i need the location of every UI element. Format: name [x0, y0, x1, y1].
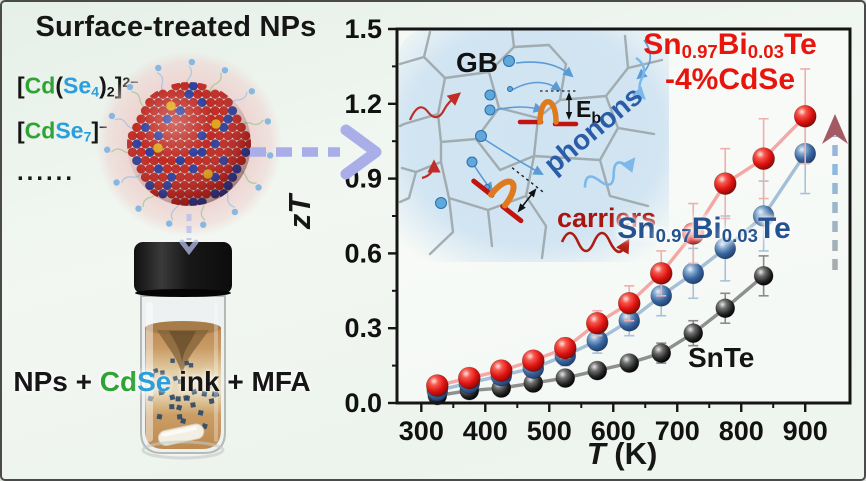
data-point	[715, 298, 736, 319]
carriers-label: carriers	[557, 203, 656, 233]
formula-ellipsis: ......	[17, 159, 76, 187]
series-label-snte: SnTe	[688, 342, 755, 373]
x-axis-label: T (K)	[586, 436, 658, 471]
series-label-bi: Sn0.97Bi0.03Te	[617, 212, 791, 247]
grain-boundaries	[398, 28, 664, 260]
x-tick-label: 500	[527, 416, 572, 446]
series-label-cdse: Sn0.97Bi0.03Te -4%CdSe	[618, 28, 842, 96]
series-SnTe	[427, 255, 774, 406]
glass-bottom-rim	[141, 440, 225, 460]
y-tick-label: 0.9	[344, 164, 382, 194]
ink-vial-illustration	[134, 242, 232, 460]
grain-boundary-inset: GB Eb phonons carriers	[398, 28, 669, 262]
wave-arrows	[408, 57, 646, 255]
gb-label: GB	[456, 47, 498, 78]
chart-series	[426, 68, 817, 406]
ink-liquid	[145, 328, 221, 449]
data-point	[458, 366, 481, 390]
stir-bar	[157, 423, 205, 446]
plot-frame	[395, 27, 852, 405]
x-tick-label: 800	[719, 416, 764, 446]
data-point	[753, 266, 774, 286]
x-tick-label: 700	[655, 416, 700, 446]
electron-dots	[435, 55, 515, 209]
y-tick-label: 0.6	[344, 238, 382, 268]
glass-highlight-2	[214, 302, 218, 442]
data-point	[585, 311, 609, 335]
data-point	[714, 237, 737, 260]
vial-cap	[134, 242, 232, 294]
y-tick-label: 0.0	[344, 388, 382, 418]
glass-highlight	[146, 302, 153, 442]
vortex-core	[169, 331, 196, 362]
x-tick-label: 600	[591, 416, 636, 446]
data-point	[553, 336, 577, 360]
mixture-caption: NPs + CdSe ink + MFA	[13, 366, 311, 397]
x-tick-label: 900	[783, 416, 828, 446]
series-label-cdse-line1: Sn0.97Bi0.03Te	[643, 28, 817, 63]
panel-title: Surface-treated NPs	[35, 11, 317, 43]
data-point	[649, 262, 673, 285]
data-point	[489, 359, 513, 382]
sphere-shading	[127, 82, 251, 206]
data-point	[752, 205, 775, 227]
y-tick-label: 1.2	[344, 89, 382, 119]
y-tick-label: 0.3	[344, 313, 382, 343]
data-point	[651, 343, 672, 363]
chart-axes: 300 400 500 600 700 800 900 0.0 0.3 0.6 0.9 1.2 1.5	[344, 14, 852, 446]
cap-bottom-edge	[135, 289, 231, 297]
data-point	[555, 368, 576, 388]
data-point	[521, 349, 545, 372]
data-point	[426, 374, 449, 397]
data-point	[681, 222, 705, 245]
data-point	[683, 323, 704, 343]
dispersed-nanoplates	[147, 358, 220, 430]
data-point	[587, 360, 608, 381]
x-tick-label: 300	[399, 416, 444, 446]
formula-line-2: [CdSe7]−	[17, 116, 107, 146]
data-point	[793, 104, 817, 128]
data-point	[682, 262, 705, 285]
data-point	[619, 353, 640, 373]
series-label-cdse-line2: -4%CdSe	[664, 62, 796, 96]
y-tick-label: 1.5	[344, 14, 382, 44]
eb-label: Eb	[576, 96, 601, 127]
series-Sn0.97Bi0.03Te-4%CdSe	[426, 68, 817, 397]
improvement-arrow	[822, 114, 848, 270]
nanoparticle-illustration	[96, 51, 282, 237]
data-point	[713, 172, 737, 195]
electron-trajectories	[473, 39, 651, 193]
x-tick-label: 400	[463, 416, 508, 446]
data-point	[617, 291, 641, 315]
data-point	[752, 147, 775, 170]
